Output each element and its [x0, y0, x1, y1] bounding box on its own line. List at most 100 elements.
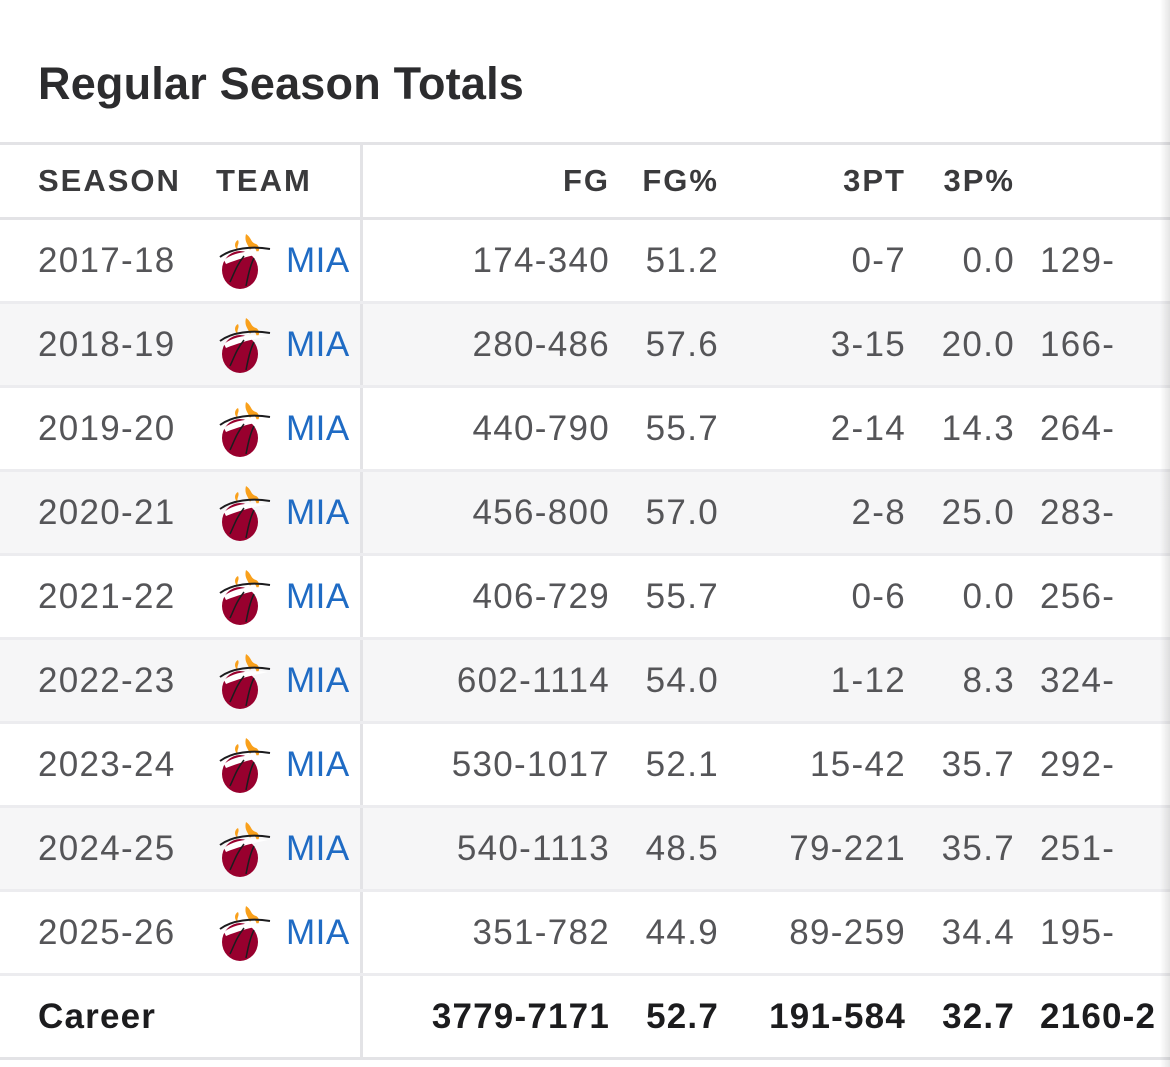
table-row: 2025-26 MIA 351-782 44.9 89-259 34.4 195- [0, 892, 1170, 976]
team-cell[interactable]: MIA [216, 220, 356, 301]
frozen-column-divider [360, 388, 363, 469]
frozen-column-divider [360, 808, 363, 889]
fg-cell: 280-486 [380, 304, 610, 385]
miami-heat-logo-icon [216, 736, 272, 794]
table-row: 2019-20 MIA 440-790 55.7 2-14 14.3 264- [0, 388, 1170, 472]
3p-pct-cell: 14.3 [916, 388, 1015, 469]
fg-pct-cell: 57.0 [620, 472, 719, 553]
column-header-3pt[interactable]: 3PT [730, 145, 906, 217]
column-header-team[interactable]: TEAM [216, 145, 356, 217]
team-link[interactable]: MIA [286, 577, 350, 617]
3p-pct-cell: 0.0 [916, 556, 1015, 637]
miami-heat-logo-icon [216, 484, 272, 542]
frozen-column-divider [360, 892, 363, 973]
table-row: 2020-21 MIA 456-800 57.0 2-8 25.0 283- [0, 472, 1170, 556]
season-cell: 2025-26 [38, 892, 198, 973]
frozen-column-divider [360, 724, 363, 805]
3pt-cell: 0-7 [730, 220, 906, 301]
3pt-cell: 1-12 [730, 640, 906, 721]
3p-pct-cell: 0.0 [916, 220, 1015, 301]
fg-pct-cell: 55.7 [620, 388, 719, 469]
table-row: 2023-24 MIA 530-1017 52.1 15-42 35.7 292- [0, 724, 1170, 808]
team-link[interactable]: MIA [286, 661, 350, 701]
team-link[interactable]: MIA [286, 913, 350, 953]
fg-cell: 530-1017 [380, 724, 610, 805]
ft-cell-partial: 324- [1040, 640, 1170, 721]
3p-pct-cell: 8.3 [916, 640, 1015, 721]
3pt-cell: 2-8 [730, 472, 906, 553]
fg-cell: 351-782 [380, 892, 610, 973]
column-header-3p-pct[interactable]: 3P% [916, 145, 1015, 217]
table-header-row: SEASON TEAM FG FG% 3PT 3P% [0, 142, 1170, 220]
frozen-column-divider [360, 640, 363, 721]
frozen-column-divider [360, 304, 363, 385]
team-cell[interactable]: MIA [216, 892, 356, 973]
team-cell[interactable]: MIA [216, 304, 356, 385]
ft-cell-partial: 256- [1040, 556, 1170, 637]
scroll-edge-shadow [1160, 0, 1170, 1067]
team-link[interactable]: MIA [286, 325, 350, 365]
career-3p-pct: 32.7 [916, 976, 1015, 1057]
career-fg: 3779-7171 [380, 976, 610, 1057]
miami-heat-logo-icon [216, 904, 272, 962]
frozen-column-divider [360, 220, 363, 301]
career-ft-partial: 2160-2 [1040, 976, 1170, 1057]
frozen-column-divider [360, 472, 363, 553]
table-row: 2022-23 MIA 602-1114 54.0 1-12 8.3 324- [0, 640, 1170, 724]
team-cell[interactable]: MIA [216, 640, 356, 721]
fg-pct-cell: 57.6 [620, 304, 719, 385]
3p-pct-cell: 35.7 [916, 724, 1015, 805]
fg-cell: 602-1114 [380, 640, 610, 721]
column-header-fg-pct[interactable]: FG% [620, 145, 719, 217]
3pt-cell: 3-15 [730, 304, 906, 385]
team-link[interactable]: MIA [286, 409, 350, 449]
3p-pct-cell: 25.0 [916, 472, 1015, 553]
ft-cell-partial: 195- [1040, 892, 1170, 973]
stats-table: SEASON TEAM FG FG% 3PT 3P% 2017-18 MIA 174… [0, 142, 1170, 1056]
table-row: 2021-22 MIA 406-729 55.7 0-6 0.0 256- [0, 556, 1170, 640]
season-cell: 2023-24 [38, 724, 198, 805]
career-label: Career [38, 976, 198, 1057]
column-header-fg[interactable]: FG [380, 145, 610, 217]
table-row: 2018-19 MIA 280-486 57.6 3-15 20.0 166- [0, 304, 1170, 388]
fg-pct-cell: 55.7 [620, 556, 719, 637]
career-fg-pct: 52.7 [620, 976, 719, 1057]
3pt-cell: 15-42 [730, 724, 906, 805]
fg-cell: 406-729 [380, 556, 610, 637]
team-link[interactable]: MIA [286, 829, 350, 869]
team-cell[interactable]: MIA [216, 724, 356, 805]
fg-pct-cell: 48.5 [620, 808, 719, 889]
miami-heat-logo-icon [216, 568, 272, 626]
fg-cell: 540-1113 [380, 808, 610, 889]
season-cell: 2021-22 [38, 556, 198, 637]
3pt-cell: 2-14 [730, 388, 906, 469]
fg-pct-cell: 44.9 [620, 892, 719, 973]
season-cell: 2022-23 [38, 640, 198, 721]
season-cell: 2018-19 [38, 304, 198, 385]
ft-cell-partial: 129- [1040, 220, 1170, 301]
frozen-column-divider [360, 556, 363, 637]
fg-cell: 440-790 [380, 388, 610, 469]
3p-pct-cell: 35.7 [916, 808, 1015, 889]
team-cell[interactable]: MIA [216, 472, 356, 553]
fg-pct-cell: 52.1 [620, 724, 719, 805]
team-link[interactable]: MIA [286, 493, 350, 533]
team-cell[interactable]: MIA [216, 556, 356, 637]
season-cell: 2024-25 [38, 808, 198, 889]
3pt-cell: 89-259 [730, 892, 906, 973]
season-cell: 2020-21 [38, 472, 198, 553]
column-header-season[interactable]: SEASON [38, 145, 198, 217]
miami-heat-logo-icon [216, 400, 272, 458]
miami-heat-logo-icon [216, 232, 272, 290]
3p-pct-cell: 20.0 [916, 304, 1015, 385]
fg-cell: 174-340 [380, 220, 610, 301]
season-cell: 2019-20 [38, 388, 198, 469]
fg-pct-cell: 54.0 [620, 640, 719, 721]
fg-pct-cell: 51.2 [620, 220, 719, 301]
ft-cell-partial: 166- [1040, 304, 1170, 385]
team-cell[interactable]: MIA [216, 388, 356, 469]
team-link[interactable]: MIA [286, 241, 350, 281]
team-cell[interactable]: MIA [216, 808, 356, 889]
fg-cell: 456-800 [380, 472, 610, 553]
team-link[interactable]: MIA [286, 745, 350, 785]
